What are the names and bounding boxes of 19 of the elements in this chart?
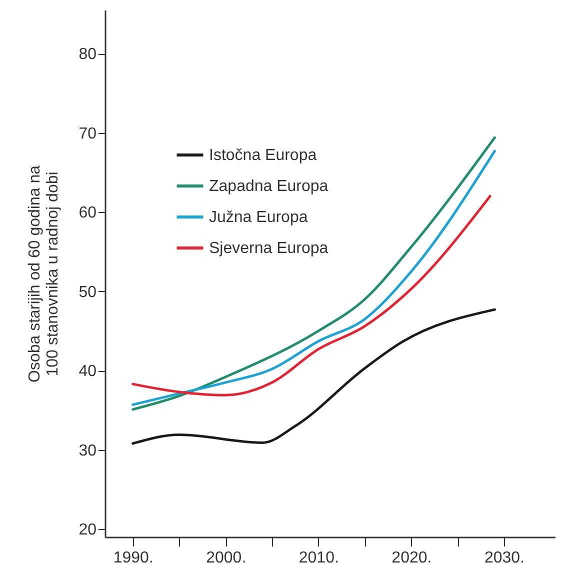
y-tick-label: 70	[78, 125, 97, 142]
legend-label: Južna Europa	[209, 209, 308, 226]
legend-label: Istočna Europa	[209, 147, 317, 164]
legend-label: Sjeverna Europa	[209, 240, 328, 257]
x-tick-label: 2020.	[392, 550, 432, 566]
y-tick-label: 40	[78, 363, 97, 380]
y-tick-label: 30	[78, 442, 97, 460]
line-series	[132, 194, 492, 396]
x-tick-label: 2000.	[206, 550, 246, 566]
x-tick-label: 2010.	[298, 550, 339, 566]
y-tick-label: 20	[78, 522, 97, 539]
y-tick-label: 80	[78, 46, 97, 64]
y-axis-title: Osoba starijih od 60 godina na 100 stanovnika u radnoj dobi	[26, 165, 62, 383]
x-tick-label: 2030.	[484, 550, 524, 566]
x-tick-label: 1990.	[113, 550, 154, 566]
line-series	[132, 308, 496, 445]
y-tick-label: 50	[78, 284, 97, 301]
y-tick-label: 60	[78, 204, 97, 222]
legend-label: Zapadna Europa	[209, 178, 328, 195]
